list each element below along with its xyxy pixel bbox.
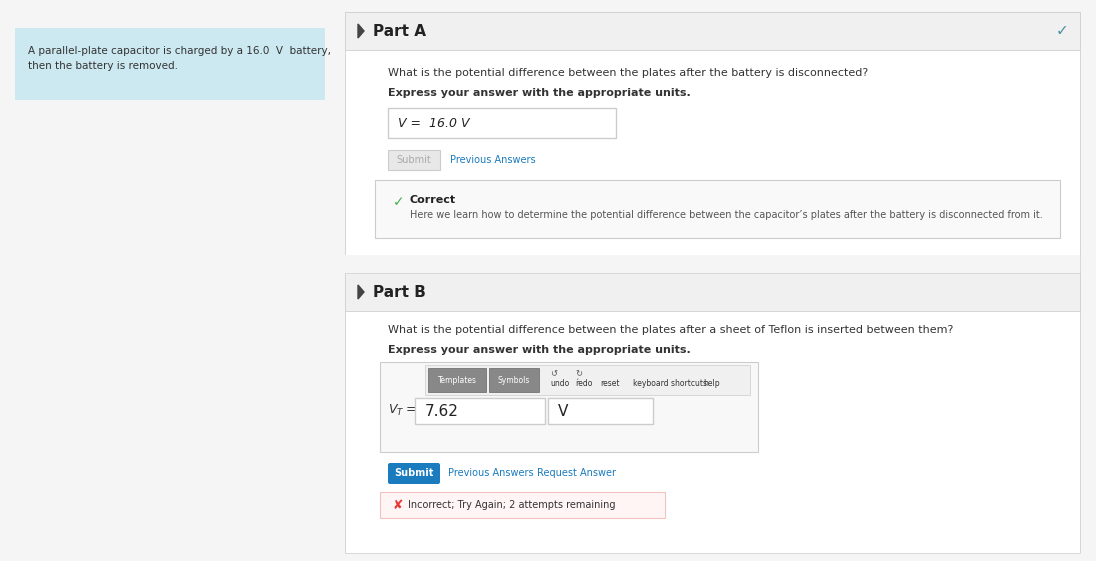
Text: What is the potential difference between the plates after the battery is disconn: What is the potential difference between… [388, 68, 868, 78]
Text: keyboard shortcuts: keyboard shortcuts [633, 379, 707, 388]
FancyBboxPatch shape [415, 398, 545, 424]
FancyBboxPatch shape [380, 362, 758, 452]
Text: V: V [558, 403, 569, 419]
FancyBboxPatch shape [345, 273, 1080, 311]
Text: ↻: ↻ [575, 370, 582, 379]
FancyBboxPatch shape [425, 365, 750, 395]
Text: ✘: ✘ [393, 499, 403, 512]
FancyBboxPatch shape [429, 368, 486, 392]
FancyBboxPatch shape [345, 12, 1080, 552]
Text: =: = [406, 403, 416, 416]
FancyBboxPatch shape [345, 255, 1080, 273]
Text: A parallel-plate capacitor is charged by a 16.0  V  battery,
then the battery is: A parallel-plate capacitor is charged by… [28, 46, 331, 71]
Text: Templates: Templates [437, 375, 477, 384]
FancyBboxPatch shape [15, 28, 326, 100]
Text: undo: undo [550, 379, 569, 388]
Text: Correct: Correct [410, 195, 456, 205]
Text: Request Answer: Request Answer [537, 468, 616, 478]
FancyBboxPatch shape [489, 368, 539, 392]
Text: 7.62: 7.62 [425, 403, 459, 419]
Text: ✓: ✓ [393, 195, 404, 209]
Text: Part A: Part A [373, 24, 426, 39]
FancyBboxPatch shape [380, 492, 665, 518]
Text: Previous Answers: Previous Answers [450, 155, 536, 165]
Text: Express your answer with the appropriate units.: Express your answer with the appropriate… [388, 345, 690, 355]
FancyBboxPatch shape [345, 311, 1080, 553]
Text: ŕedo: ŕedo [575, 379, 592, 388]
FancyBboxPatch shape [388, 150, 439, 170]
Polygon shape [358, 24, 364, 38]
Text: Previous Answers: Previous Answers [448, 468, 534, 478]
Polygon shape [358, 285, 364, 299]
Text: Express your answer with the appropriate units.: Express your answer with the appropriate… [388, 88, 690, 98]
FancyBboxPatch shape [345, 50, 1080, 255]
Text: ✓: ✓ [1055, 24, 1069, 39]
FancyBboxPatch shape [345, 12, 1080, 50]
Text: What is the potential difference between the plates after a sheet of Teflon is i: What is the potential difference between… [388, 325, 954, 335]
FancyBboxPatch shape [375, 180, 1060, 238]
Text: Symbols: Symbols [498, 375, 530, 384]
Text: reset: reset [600, 379, 619, 388]
Text: Here we learn how to determine the potential difference between the capacitor’s : Here we learn how to determine the poten… [410, 210, 1042, 220]
Text: ↺: ↺ [550, 370, 557, 379]
Text: Submit: Submit [397, 155, 432, 165]
Text: help: help [703, 379, 720, 388]
FancyBboxPatch shape [388, 108, 616, 138]
FancyBboxPatch shape [388, 463, 439, 484]
Text: Incorrect; Try Again; 2 attempts remaining: Incorrect; Try Again; 2 attempts remaini… [408, 500, 616, 510]
Text: Part B: Part B [373, 284, 426, 300]
Text: $V_T$: $V_T$ [388, 402, 404, 417]
Text: Submit: Submit [395, 468, 434, 478]
Text: V =  16.0 V: V = 16.0 V [398, 117, 469, 130]
FancyBboxPatch shape [548, 398, 653, 424]
